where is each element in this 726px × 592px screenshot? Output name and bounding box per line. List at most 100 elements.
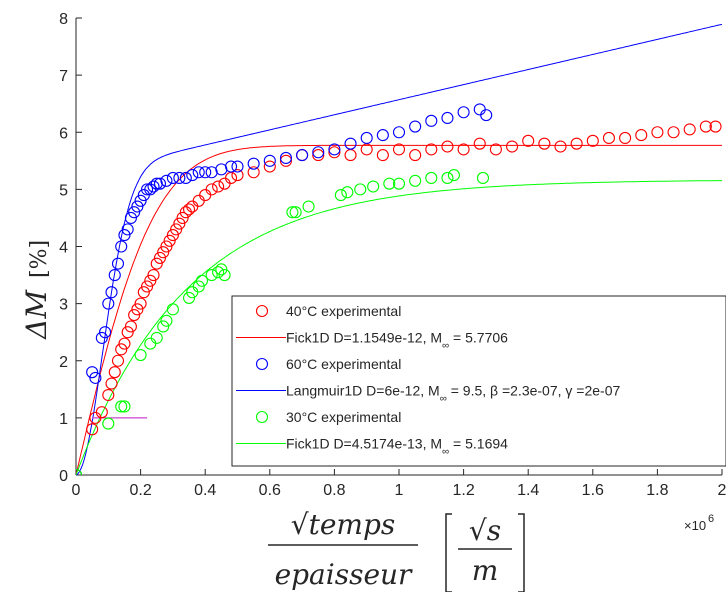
data-point (441, 111, 454, 125)
x-tick-label: 1.2 (452, 482, 474, 499)
data-point (179, 171, 192, 184)
data-point (554, 140, 567, 153)
data-point (166, 303, 179, 316)
data-point (224, 171, 238, 184)
data-point (134, 348, 147, 362)
data-point (425, 143, 438, 156)
data-point (457, 106, 470, 119)
data-point (102, 388, 115, 402)
x-tick-label: 1.4 (517, 482, 539, 499)
data-point (328, 143, 341, 156)
y-tick-label: 2 (59, 354, 68, 371)
data-point (134, 297, 147, 310)
data-point (683, 123, 696, 136)
data-point (212, 266, 225, 279)
data-point (476, 171, 490, 184)
data-point (212, 180, 225, 193)
data-point (441, 171, 454, 184)
legend: 40°C experimental Fick1D D=1.1549e-12, M∞… (231, 295, 726, 467)
data-point (166, 171, 179, 184)
data-point (95, 331, 108, 344)
data-point (160, 240, 173, 253)
x-axis-multiplier-exponent: 6 (708, 513, 714, 525)
data-point (205, 269, 218, 282)
legend-label: Fick1D D=1.1549e-12, M∞ = 5.7706 (286, 330, 508, 352)
data-point (586, 134, 599, 147)
data-point (131, 303, 144, 316)
data-point (144, 274, 157, 287)
data-point (183, 291, 196, 304)
data-point (186, 169, 199, 182)
data-point (480, 109, 493, 122)
data-point (118, 229, 131, 242)
data-point (602, 131, 616, 145)
x-axis-label-numerator: √temps (291, 508, 396, 541)
data-point (392, 126, 406, 139)
data-point (150, 331, 163, 344)
data-point (199, 189, 212, 202)
data-point (147, 180, 160, 193)
data-point (192, 194, 205, 207)
data-point (376, 129, 389, 142)
plot-area: 0 0.2 0.4 0.6 0.8 1 1.2 1.4 1.6 1.8 2 0 1 2 3 4 5 6 7 8 (59, 11, 726, 499)
data-point (360, 131, 373, 145)
series-group (76, 23, 722, 475)
data-point (473, 137, 486, 150)
y-tick-label: 6 (59, 125, 68, 142)
y-tick-label: 3 (59, 297, 68, 314)
data-point (328, 146, 341, 159)
x-tick-label: 0.2 (129, 482, 151, 499)
data-point (115, 343, 128, 356)
data-point (409, 149, 422, 162)
data-point (131, 200, 144, 213)
data-point (153, 251, 167, 264)
data-point (709, 120, 722, 133)
data-point (163, 234, 176, 247)
y-axis-label-unit: [%] (27, 240, 52, 278)
data-point (118, 400, 131, 413)
data-point (95, 406, 108, 419)
data-point (166, 229, 179, 242)
data-point (199, 166, 212, 179)
data-point (173, 171, 186, 184)
data-point (312, 146, 325, 159)
data-point (247, 157, 260, 170)
data-point (263, 160, 276, 173)
data-point (312, 149, 325, 162)
data-point (150, 257, 163, 270)
data-point (344, 137, 357, 150)
data-point (635, 129, 648, 142)
x-tick-label: 0 (72, 482, 81, 499)
data-point (121, 223, 134, 236)
data-point (279, 154, 293, 167)
fit-curve (76, 23, 722, 475)
x-tick-label: 0.8 (323, 482, 345, 499)
data-point (619, 131, 632, 145)
data-point (570, 137, 583, 150)
fit-curve (76, 180, 722, 475)
legend-label: 40°C experimental (286, 303, 401, 319)
data-point (392, 177, 406, 190)
data-point (489, 143, 502, 156)
data-point (367, 180, 380, 193)
data-point (699, 120, 712, 133)
data-point (425, 114, 438, 127)
y-tick-label: 8 (59, 11, 68, 28)
data-point (134, 194, 147, 207)
data-point (231, 160, 244, 173)
data-point (457, 143, 470, 156)
data-point (473, 103, 486, 116)
data-point (144, 337, 157, 350)
data-point (392, 143, 406, 156)
data-point (128, 308, 141, 322)
x-axis-unit-numerator: √s (469, 514, 501, 547)
data-point (224, 160, 238, 173)
legend-marker (255, 410, 269, 424)
data-point (409, 120, 422, 133)
data-point (289, 206, 302, 219)
data-point (651, 126, 664, 139)
data-point (286, 206, 299, 219)
legend-marker (255, 304, 269, 318)
legend-box (231, 295, 726, 467)
data-point (173, 217, 186, 230)
